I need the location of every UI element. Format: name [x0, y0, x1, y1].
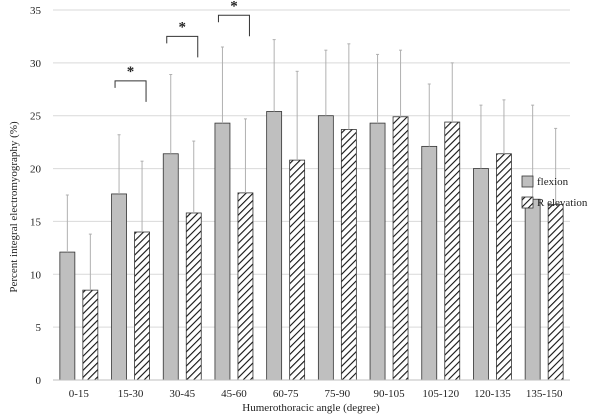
x-tick-label: 75-90 — [325, 388, 351, 400]
bar-flexion — [266, 111, 283, 381]
bar-flexion — [369, 122, 386, 381]
gridlines — [53, 9, 570, 328]
bar-flexion — [59, 251, 76, 381]
y-axis-title: Percent integral electromyography (%) — [8, 121, 20, 293]
bar-flexion — [524, 198, 541, 381]
y-tick-label: 20 — [30, 164, 42, 176]
bar-r-elevation — [82, 289, 99, 381]
axes: 0 5 10 15 20 25 30 35 0-15 15-30 30-45 45-60 60-75 75… — [30, 5, 570, 400]
significance-star: * — [230, 0, 238, 14]
significance-bracket — [217, 14, 250, 37]
bar-r-elevation — [547, 204, 564, 381]
x-tick-label: 15-30 — [118, 388, 144, 400]
x-tick-label: 120-135 — [474, 388, 511, 400]
significance-star: * — [179, 19, 187, 35]
legend-label: R elevation — [537, 197, 588, 209]
x-tick-label: 0-15 — [69, 388, 90, 400]
bar-r-elevation — [340, 129, 357, 381]
y-tick-label: 30 — [30, 58, 42, 70]
bar-r-elevation — [237, 192, 254, 381]
x-tick-label: 105-120 — [422, 388, 459, 400]
bar-flexion — [111, 193, 127, 381]
bar-flexion — [214, 122, 231, 381]
y-tick-label: 35 — [30, 5, 42, 17]
bar-flexion — [317, 115, 334, 381]
bar-r-elevation — [392, 116, 409, 381]
bar-r-elevation — [496, 153, 512, 381]
y-tick-label: 10 — [30, 269, 42, 281]
x-tick-label: 30-45 — [169, 388, 195, 400]
significance-bracket — [114, 80, 147, 102]
y-tick-label: 15 — [30, 216, 42, 228]
bar-flexion — [162, 153, 179, 381]
y-tick-label: 5 — [36, 322, 42, 334]
significance-annotations: * * * — [114, 0, 250, 102]
x-tick-label: 60-75 — [273, 388, 299, 400]
y-tick-label: 25 — [30, 111, 42, 123]
significance-star: * — [127, 64, 135, 80]
bar-r-elevation — [444, 121, 461, 381]
bar-r-elevation — [289, 159, 306, 381]
bar-flexion — [421, 145, 438, 381]
bars — [59, 111, 564, 381]
x-axis-title: Humerothoracic angle (degree) — [242, 402, 380, 414]
legend-swatch — [521, 175, 534, 188]
x-tick-label: 135-150 — [526, 388, 563, 400]
error-bars — [65, 39, 558, 291]
x-tick-label: 45-60 — [221, 388, 247, 400]
significance-bracket — [166, 35, 199, 58]
legend-label: flexion — [537, 176, 569, 188]
bar-r-elevation — [185, 212, 202, 381]
legend-swatch — [521, 196, 534, 209]
y-tick-label: 0 — [36, 375, 42, 387]
bar-flexion — [473, 168, 489, 381]
bar-r-elevation — [134, 231, 150, 381]
x-tick-label: 90-105 — [373, 388, 405, 400]
legend: flexion R elevation — [521, 175, 588, 209]
